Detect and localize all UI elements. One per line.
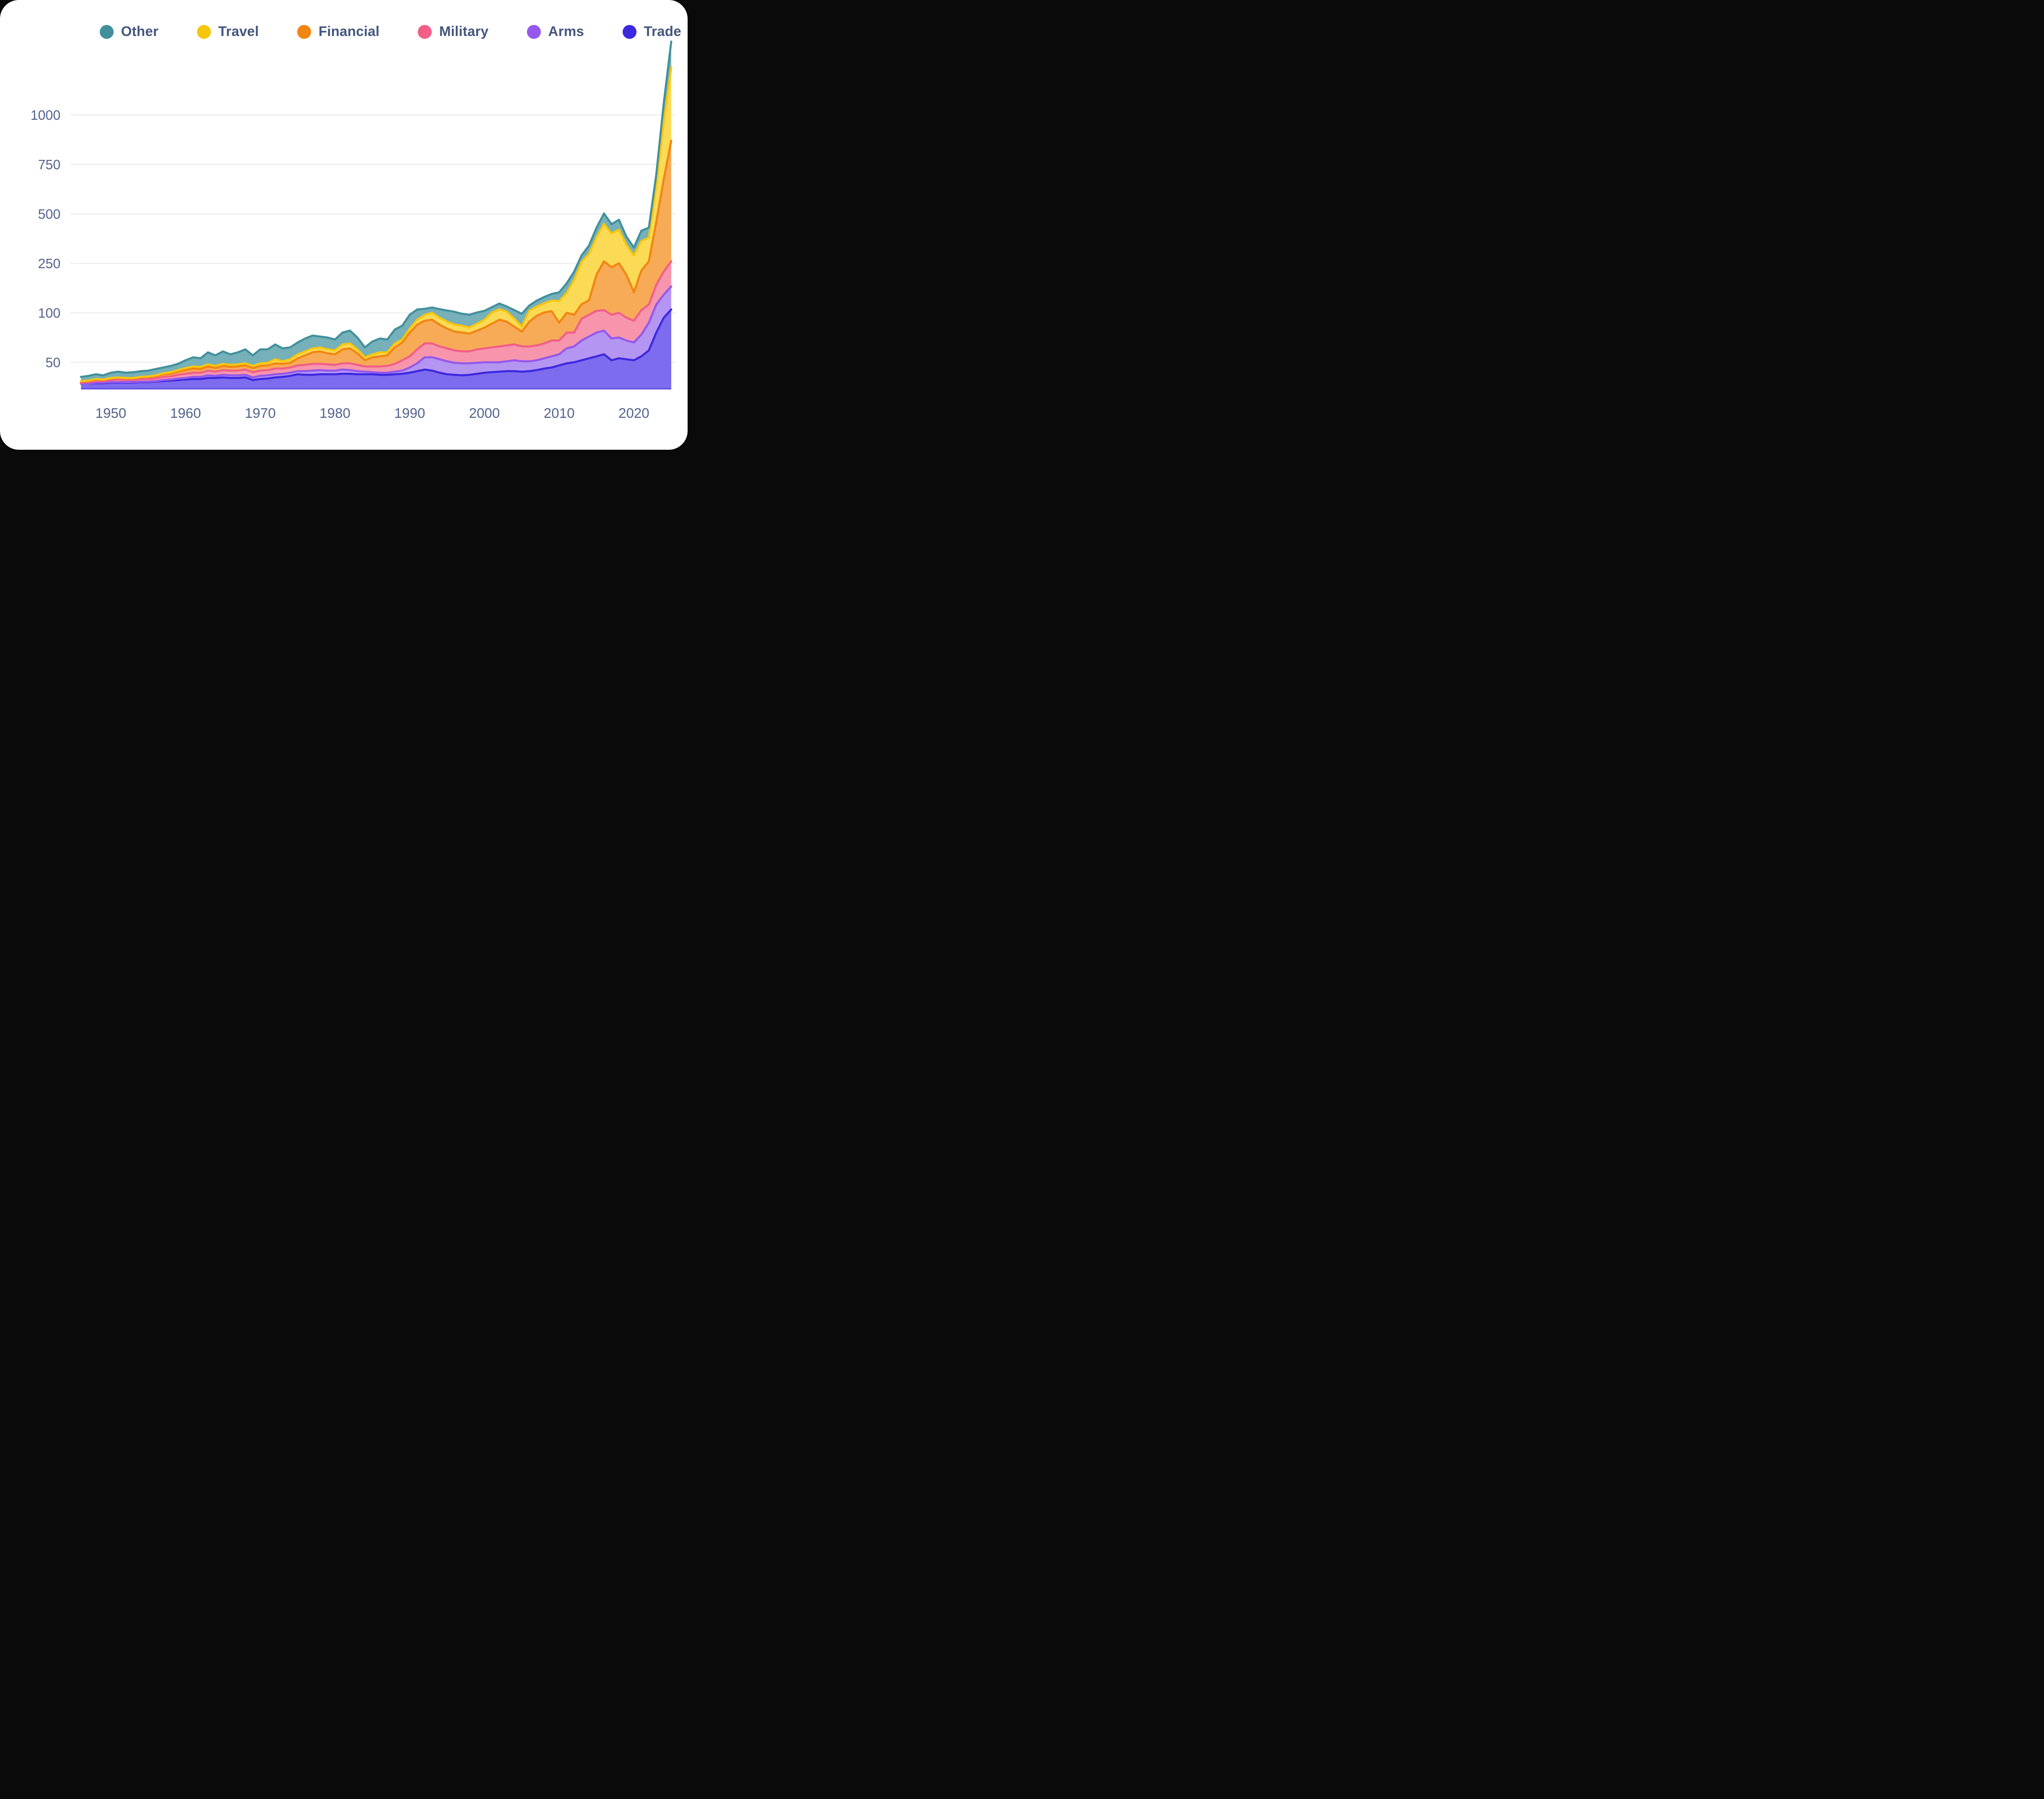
area-trade xyxy=(81,309,671,388)
x-axis-tick-label: 1970 xyxy=(245,406,276,421)
legend-item-other[interactable]: Other xyxy=(100,24,159,40)
x-axis-tick-label: 2020 xyxy=(619,406,650,421)
legend-dot-military-icon xyxy=(418,25,432,39)
line-trade xyxy=(80,308,672,385)
line-travel xyxy=(80,66,672,382)
legend-item-financial[interactable]: Financial xyxy=(297,24,379,40)
line-military xyxy=(80,260,672,384)
legend-dot-travel-icon xyxy=(197,25,211,39)
x-axis-tick-label: 2000 xyxy=(469,406,500,421)
legend-dot-trade-icon xyxy=(622,25,637,39)
line-financial xyxy=(80,139,672,383)
y-axis-tick-label: 500 xyxy=(38,206,61,222)
legend-label: Arms xyxy=(548,24,584,39)
x-axis-tick-label: 1980 xyxy=(320,406,351,421)
legend-item-arms[interactable]: Arms xyxy=(527,24,584,40)
y-axis-tick-label: 50 xyxy=(45,355,61,370)
y-axis-tick-label: 250 xyxy=(38,256,61,271)
line-arms xyxy=(80,285,672,385)
chart-canvas: 50 100 250 500 750 1000 1950 1960 1970 1980 1990 20… xyxy=(31,40,676,421)
legend-label: Trade xyxy=(643,24,681,39)
x-axis-tick-label: 2010 xyxy=(544,406,575,421)
legend-item-military[interactable]: Military xyxy=(418,24,489,40)
area-military xyxy=(81,261,671,384)
x-axis-tick-label: 1990 xyxy=(394,406,425,421)
legend-label: Other xyxy=(121,24,159,39)
x-axis-tick-label: 1950 xyxy=(95,406,126,421)
legend-dot-arms-icon xyxy=(527,25,541,39)
legend-label: Travel xyxy=(218,24,259,39)
chart-legend: Other Travel Financial Military Arms Tra… xyxy=(100,24,681,40)
y-axis-tick-label: 750 xyxy=(38,157,61,172)
x-axis-tick-label: 1960 xyxy=(170,406,201,421)
legend-dot-financial-icon xyxy=(297,25,312,39)
legend-label: Financial xyxy=(318,24,380,39)
legend-item-trade[interactable]: Trade xyxy=(622,24,681,40)
stacked-area-chart: 50 100 250 500 750 1000 1950 1960 1970 1980 1990 20… xyxy=(0,0,688,450)
legend-label: Military xyxy=(439,24,489,39)
line-other xyxy=(80,40,672,378)
chart-card: 50 100 250 500 750 1000 1950 1960 1970 1980 1990 20… xyxy=(0,0,688,450)
y-axis-tick-label: 1000 xyxy=(31,108,61,123)
y-axis-tick-label: 100 xyxy=(38,305,61,321)
legend-item-travel[interactable]: Travel xyxy=(197,24,259,40)
legend-dot-other-icon xyxy=(100,25,114,39)
